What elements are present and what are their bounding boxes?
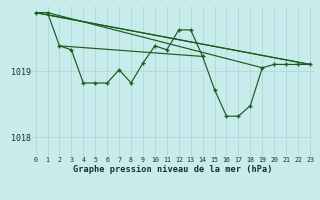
X-axis label: Graphe pression niveau de la mer (hPa): Graphe pression niveau de la mer (hPa) bbox=[73, 165, 273, 174]
